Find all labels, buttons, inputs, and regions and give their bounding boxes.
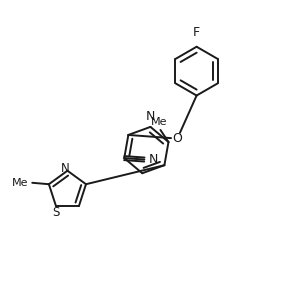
Text: N: N	[61, 162, 69, 175]
Text: S: S	[52, 206, 60, 219]
Text: Me: Me	[12, 178, 29, 188]
Text: O: O	[172, 132, 182, 145]
Text: Me: Me	[151, 117, 167, 127]
Text: F: F	[193, 26, 200, 39]
Text: N: N	[149, 153, 158, 166]
Text: N: N	[146, 111, 155, 123]
